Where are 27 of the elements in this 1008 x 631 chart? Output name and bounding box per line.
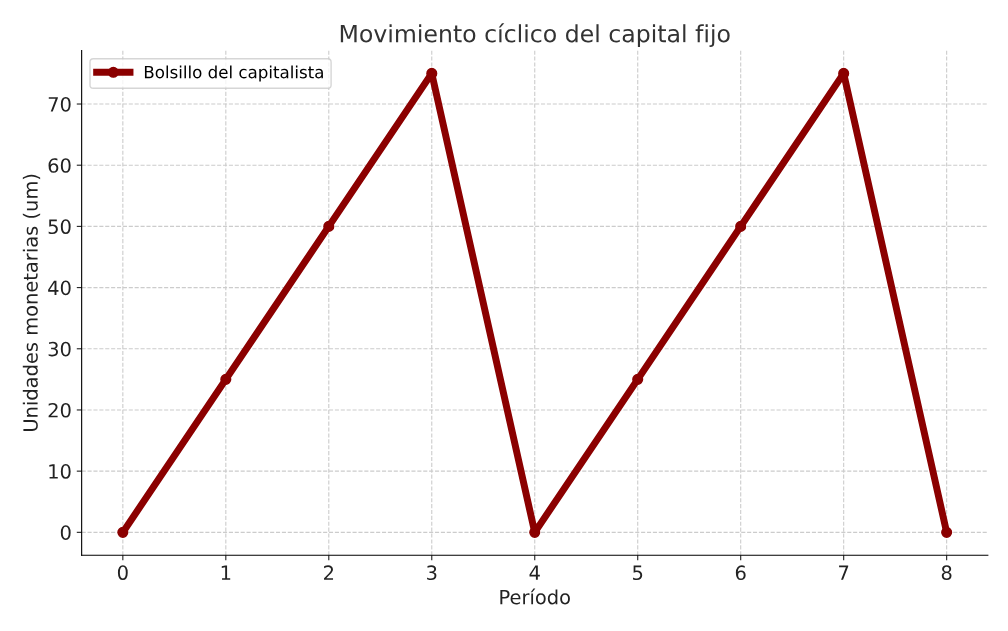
- y-tick-label: 70: [48, 96, 71, 112]
- x-tick-label: 2: [324, 565, 334, 580]
- y-tick-label: 0: [60, 525, 71, 540]
- point: [323, 220, 335, 232]
- x-tick-label: 0: [117, 565, 128, 581]
- x-tick-label: 1: [221, 565, 231, 580]
- x-tick-label: 5: [633, 565, 643, 581]
- x-tick-label: 7: [839, 565, 849, 580]
- y-tick-label: 40: [48, 280, 71, 296]
- x-tick-label: 6: [735, 565, 746, 581]
- y-tick-label: 60: [48, 158, 71, 173]
- point: [941, 526, 953, 538]
- x-tick-label: 3: [427, 565, 437, 581]
- y-tick-label: 10: [49, 464, 71, 479]
- x-tick-label: 4: [529, 565, 540, 580]
- chart-title: Movimiento cíclico del capital fijo: [340, 23, 730, 48]
- legend-label: Bolsillo del capitalista: [144, 65, 323, 82]
- y-axis-title: Unidades monetarias (um): [22, 174, 41, 431]
- y-tick-label: 50: [48, 219, 71, 235]
- point: [220, 373, 232, 385]
- x-tick-label: 8: [941, 565, 952, 581]
- y-tick-label: 30: [48, 341, 71, 357]
- point: [735, 220, 747, 232]
- y-tick-label: 20: [48, 402, 71, 418]
- point: [632, 373, 644, 385]
- x-axis-title: Período: [500, 588, 570, 605]
- point: [117, 526, 129, 538]
